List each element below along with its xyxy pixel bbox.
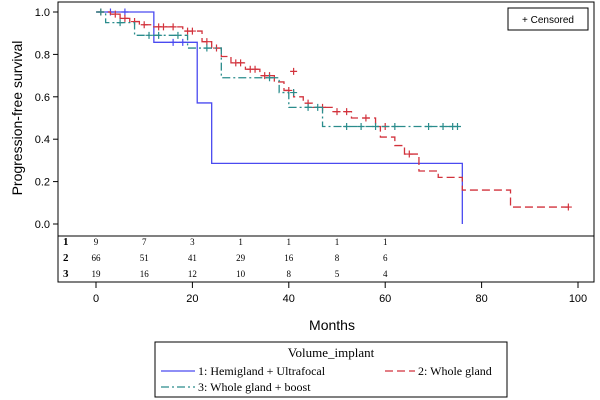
risk-row-label: 3 xyxy=(63,268,69,280)
censor-mark-series-3 xyxy=(304,103,312,111)
x-tick-label: 40 xyxy=(283,293,295,305)
censor-mark-series-3 xyxy=(314,103,322,111)
censor-mark-series-2 xyxy=(290,67,298,75)
risk-count: 5 xyxy=(335,269,340,279)
plot-frame xyxy=(57,1,595,283)
censor-mark-series-2 xyxy=(121,14,129,22)
risk-count: 16 xyxy=(140,269,150,279)
risk-count: 12 xyxy=(188,269,197,279)
censor-mark-series-2 xyxy=(169,23,177,31)
censor-mark-series-3 xyxy=(266,74,274,82)
y-tick-label: 0.0 xyxy=(35,219,50,231)
censor-mark-series-2 xyxy=(564,203,572,211)
censor-mark-series-3 xyxy=(97,8,105,16)
censor-mark-series-3 xyxy=(203,44,211,52)
risk-count: 19 xyxy=(92,269,102,279)
censor-mark-series-1 xyxy=(179,38,187,46)
censor-mark-series-2 xyxy=(333,108,341,116)
y-tick-label: 0.2 xyxy=(35,177,50,189)
risk-count: 1 xyxy=(287,237,292,247)
y-tick-label: 0.4 xyxy=(35,134,50,146)
y-tick-label: 0.8 xyxy=(35,49,50,61)
x-tick-label: 20 xyxy=(186,293,198,305)
series-line-1 xyxy=(96,11,463,224)
y-axis-label: Progression-free survival xyxy=(9,41,25,196)
censor-mark-series-3 xyxy=(357,122,365,130)
risk-row-label: 2 xyxy=(63,252,69,264)
risk-count: 9 xyxy=(94,237,99,247)
censor-mark-series-3 xyxy=(391,122,399,130)
series-layer xyxy=(96,8,572,224)
censor-mark-series-2 xyxy=(159,23,167,31)
risk-count: 51 xyxy=(140,253,149,263)
risk-count: 3 xyxy=(190,237,195,247)
censor-mark-series-3 xyxy=(145,31,153,39)
censor-mark-series-3 xyxy=(439,122,447,130)
risk-count: 41 xyxy=(188,253,197,263)
x-tick-label: 0 xyxy=(93,293,99,305)
censor-mark-series-2 xyxy=(362,114,370,122)
risk-count: 1 xyxy=(383,237,388,247)
censor-mark-series-2 xyxy=(251,65,259,73)
risk-table: 1 9 7 3 1 1 1 12 66 51 41 29 16 8 63 19 16 12 10 8 5 4 xyxy=(63,236,388,280)
risk-count: 29 xyxy=(236,253,246,263)
y-tick-label: 1.0 xyxy=(35,7,50,19)
series-line-3 xyxy=(96,11,458,128)
legend-label-series-1: 1: Hemigland + Ultrafocal xyxy=(198,364,326,378)
censor-mark-series-3 xyxy=(155,31,163,39)
censor-mark-series-2 xyxy=(405,150,413,158)
y-tick-label: 0.6 xyxy=(35,92,50,104)
censored-legend-text: + Censored xyxy=(522,15,574,26)
risk-count: 7 xyxy=(142,237,147,247)
censor-mark-series-3 xyxy=(343,122,351,130)
risk-count: 1 xyxy=(238,237,243,247)
risk-count: 1 xyxy=(335,237,340,247)
censor-mark-series-3 xyxy=(425,122,433,130)
risk-row-label: 1 xyxy=(63,236,69,248)
censor-mark-series-2 xyxy=(343,108,351,116)
x-axis-label: Months xyxy=(309,317,355,333)
risk-count: 6 xyxy=(383,253,388,263)
censor-mark-series-2 xyxy=(111,10,119,18)
censor-mark-series-3 xyxy=(174,31,182,39)
censored-legend-box xyxy=(507,7,589,31)
risk-count: 4 xyxy=(383,269,388,279)
legend-label-series-3: 3: Whole gland + boost xyxy=(198,380,311,394)
censor-mark-series-2 xyxy=(140,21,148,29)
censor-mark-series-3 xyxy=(372,122,380,130)
censor-mark-series-3 xyxy=(116,19,124,27)
x-tick-label: 100 xyxy=(569,293,587,305)
censor-mark-series-2 xyxy=(203,38,211,46)
legend-title: Volume_implant xyxy=(288,345,375,360)
risk-count: 10 xyxy=(236,269,246,279)
risk-count: 8 xyxy=(335,253,340,263)
risk-count: 16 xyxy=(284,253,294,263)
x-tick-label: 60 xyxy=(379,293,391,305)
censor-mark-series-1 xyxy=(169,38,177,46)
censor-mark-series-3 xyxy=(454,122,461,130)
censor-mark-series-3 xyxy=(290,89,298,97)
censor-mark-series-2 xyxy=(237,59,245,67)
censor-mark-series-2 xyxy=(188,27,196,35)
series-line-2 xyxy=(96,11,569,208)
legend-label-series-2: 2: Whole gland xyxy=(418,364,492,378)
x-tick-label: 80 xyxy=(475,293,487,305)
series-legend-box xyxy=(154,341,508,398)
x-axis: 0 20 40 60 80 100 xyxy=(93,282,587,305)
risk-count: 66 xyxy=(92,253,102,263)
risk-count: 8 xyxy=(287,269,292,279)
y-axis: 0.0 0.2 0.4 0.6 0.8 1.0 xyxy=(35,7,58,231)
censor-mark-series-1 xyxy=(121,8,129,16)
